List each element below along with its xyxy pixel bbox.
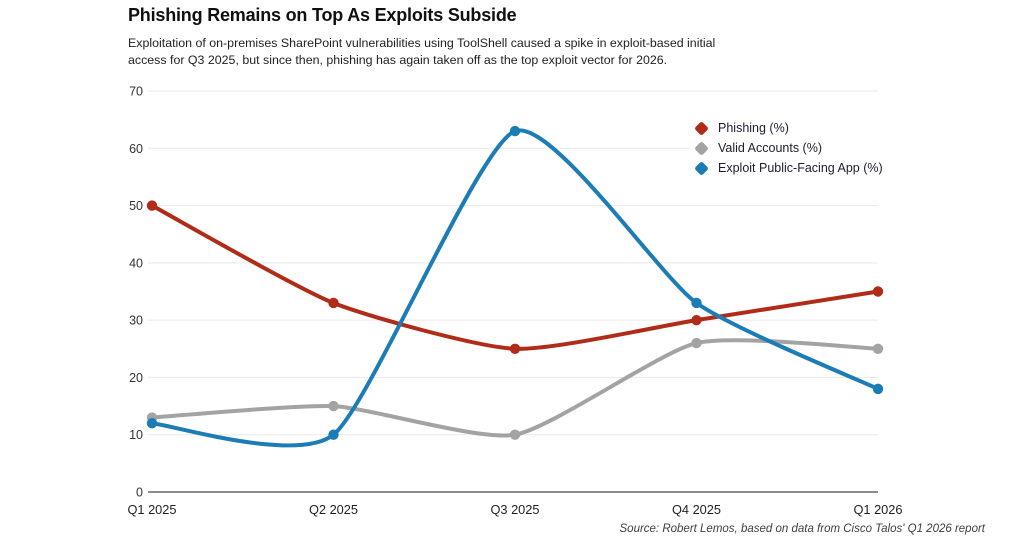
point-phishing-q1-2026 — [872, 286, 884, 297]
point-phishing-q1-2025 — [146, 200, 158, 211]
y-tick-label-0: 0 — [136, 486, 143, 500]
point-phishing-q4-2025 — [691, 314, 702, 326]
chart-source: Source: Robert Lemos, based on data from… — [619, 523, 986, 535]
legend-label-exploit-public-facing-app: Exploit Public-Facing App (%) — [718, 161, 883, 175]
y-tick-label-60: 60 — [129, 142, 143, 156]
legend-item-valid-accounts: Valid Accounts (%) — [694, 138, 883, 158]
point-exploit-public-facing-app-q1-2025 — [146, 418, 158, 429]
point-exploit-public-facing-app-q4-2025 — [691, 297, 702, 309]
point-valid-accounts-q1-2026 — [872, 343, 884, 354]
legend-marker-diamond-exploit-public-facing-app — [694, 160, 709, 176]
line-valid-accounts — [150, 338, 880, 438]
chart-title: Phishing Remains on Top As Exploits Subs… — [128, 5, 517, 25]
point-phishing-q2-2025 — [328, 297, 339, 309]
y-tick-label-20: 20 — [129, 371, 143, 385]
legend-marker-diamond-phishing — [694, 120, 709, 136]
legend-label-valid-accounts: Valid Accounts (%) — [718, 141, 822, 155]
point-exploit-public-facing-app-q1-2026 — [872, 383, 884, 395]
chart-legend: Phishing (%) Valid Accounts (%) Exploit Pu… — [690, 118, 889, 178]
x-tick-label-q4-2025: Q4 2025 — [672, 502, 721, 517]
y-tick-label-30: 30 — [129, 314, 143, 328]
legend-item-exploit-public-facing-app: Exploit Public-Facing App (%) — [694, 158, 883, 178]
chart-subtitle: Exploitation of on-premises SharePoint v… — [128, 36, 716, 67]
y-tick-label-10: 10 — [129, 428, 143, 442]
legend-marker-diamond-valid-accounts — [694, 140, 709, 156]
point-valid-accounts-q4-2025 — [691, 337, 702, 349]
x-tick-label-q2-2025: Q2 2025 — [309, 502, 358, 517]
legend-item-phishing: Phishing (%) — [694, 118, 883, 138]
legend-label-phishing: Phishing (%) — [718, 121, 789, 135]
line-phishing — [150, 203, 880, 351]
point-valid-accounts-q2-2025 — [328, 400, 339, 412]
x-tick-label-q1-2026: Q1 2026 — [853, 502, 902, 517]
point-exploit-public-facing-app-q3-2025 — [509, 125, 521, 137]
y-tick-label-40: 40 — [129, 256, 143, 270]
point-valid-accounts-q3-2025 — [509, 429, 521, 440]
y-tick-label-70: 70 — [129, 85, 143, 99]
x-tick-label-q3-2025: Q3 2025 — [490, 502, 539, 517]
point-phishing-q3-2025 — [509, 343, 521, 354]
x-tick-label-q1-2025: Q1 2025 — [127, 502, 176, 517]
y-tick-label-50: 50 — [129, 199, 143, 213]
point-exploit-public-facing-app-q2-2025 — [328, 429, 339, 440]
